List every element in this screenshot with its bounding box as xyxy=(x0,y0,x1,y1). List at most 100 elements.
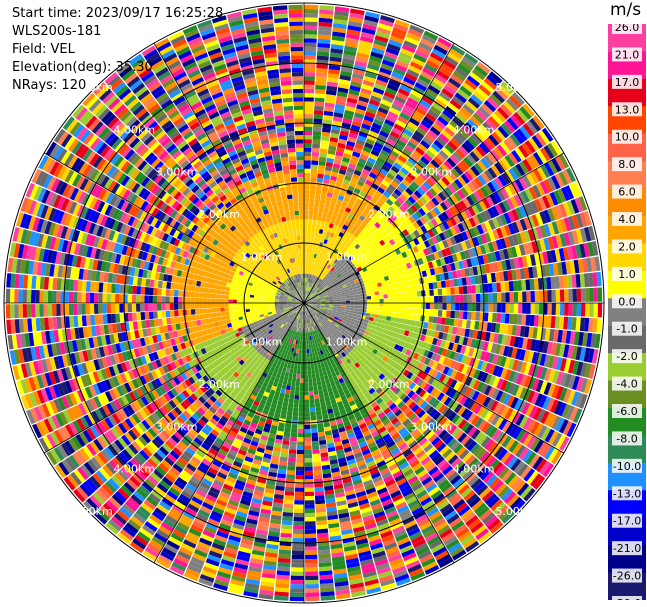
range-gate xyxy=(304,51,317,56)
range-gate xyxy=(528,186,538,200)
range-gate xyxy=(471,415,481,426)
range-gate xyxy=(526,419,537,433)
range-gate xyxy=(500,367,508,379)
range-gate xyxy=(311,299,317,301)
range-gate xyxy=(356,334,363,340)
range-gate xyxy=(434,225,443,234)
range-gate xyxy=(317,318,321,323)
range-gate xyxy=(382,95,394,104)
range-gate xyxy=(332,309,337,312)
range-gate xyxy=(443,160,454,171)
range-gate xyxy=(515,220,524,233)
range-gate xyxy=(350,321,355,325)
range-gate xyxy=(555,386,564,400)
range-gate xyxy=(351,252,357,258)
range-gate xyxy=(388,238,396,246)
range-gate xyxy=(406,97,419,107)
range-gate xyxy=(378,153,388,161)
range-gate xyxy=(314,286,318,291)
range-gate xyxy=(304,504,315,509)
range-gate xyxy=(352,116,363,124)
range-gate xyxy=(452,134,464,145)
range-gate xyxy=(417,340,424,348)
range-gate xyxy=(336,177,344,184)
range-gate xyxy=(460,408,470,419)
range-gate xyxy=(441,288,447,296)
range-gate xyxy=(295,356,299,362)
range-gate xyxy=(442,332,448,341)
range-gate xyxy=(399,415,408,424)
range-gate xyxy=(494,109,507,123)
range-gate xyxy=(563,358,572,373)
range-gate xyxy=(478,84,492,97)
range-gate xyxy=(531,135,543,149)
range-gate xyxy=(458,311,464,320)
range-gate xyxy=(356,180,365,187)
range-gate xyxy=(397,457,407,467)
range-gate xyxy=(566,422,577,438)
range-gate xyxy=(339,312,345,316)
range-gate xyxy=(510,458,522,472)
range-gate xyxy=(351,283,356,288)
range-gate xyxy=(538,315,544,328)
range-gate xyxy=(348,16,364,24)
range-gate xyxy=(378,373,386,380)
range-gate xyxy=(375,408,383,416)
range-gate xyxy=(407,285,413,292)
range-gate xyxy=(484,410,494,422)
range-gate xyxy=(518,161,529,174)
range-gate xyxy=(425,178,435,188)
range-gate xyxy=(535,226,544,239)
range-gate xyxy=(418,123,430,133)
range-gate xyxy=(435,324,441,332)
range-gate xyxy=(322,290,327,294)
range-gate xyxy=(325,314,331,318)
range-gate xyxy=(436,459,448,469)
range-gate xyxy=(358,131,369,139)
range-gate xyxy=(304,177,311,182)
range-gate xyxy=(418,74,432,85)
range-gate xyxy=(304,227,308,232)
range-gate xyxy=(511,411,522,424)
range-gate xyxy=(411,415,420,425)
range-gate xyxy=(385,241,392,248)
range-gate xyxy=(313,470,322,475)
range-gate xyxy=(351,365,357,371)
range-gate xyxy=(321,216,327,222)
range-gate xyxy=(351,120,362,128)
range-gate xyxy=(304,101,314,106)
range-gate xyxy=(338,252,344,258)
range-gate xyxy=(420,139,431,150)
range-gate xyxy=(442,221,450,230)
range-gate xyxy=(371,333,377,339)
range-gate xyxy=(362,119,373,127)
range-gate xyxy=(420,456,431,466)
range-gate xyxy=(320,298,325,301)
range-gate xyxy=(349,356,355,362)
range-gate xyxy=(377,286,383,291)
range-gate xyxy=(364,330,370,336)
range-gate xyxy=(351,316,357,320)
range-gate xyxy=(391,103,403,112)
range-gate xyxy=(497,485,510,499)
range-gate xyxy=(309,399,315,404)
range-gate xyxy=(385,364,393,372)
range-gate xyxy=(399,182,408,191)
range-gate xyxy=(370,51,384,60)
range-gate xyxy=(349,263,355,269)
range-gate xyxy=(374,291,380,296)
range-gate xyxy=(395,312,401,318)
range-gate xyxy=(420,156,430,166)
range-gate xyxy=(318,317,322,322)
range-gate xyxy=(424,63,438,74)
range-gate xyxy=(415,49,429,60)
range-gate xyxy=(375,264,381,271)
range-gate xyxy=(309,293,313,298)
range-gate xyxy=(362,293,367,297)
range-gate xyxy=(322,276,327,282)
range-gate xyxy=(345,300,351,303)
range-gate xyxy=(410,89,423,99)
range-gate xyxy=(311,160,319,166)
range-gate xyxy=(365,405,373,412)
range-gate xyxy=(456,327,462,336)
